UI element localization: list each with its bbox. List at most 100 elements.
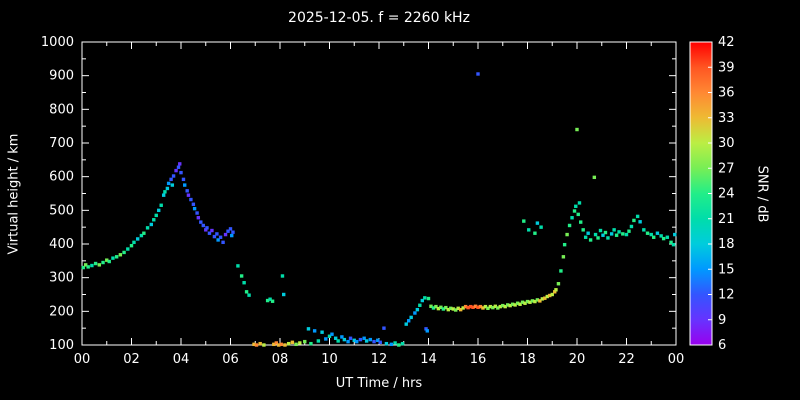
data-point [553,290,557,294]
data-point [515,301,520,305]
data-point [231,230,235,234]
data-point [473,304,478,308]
data-point [655,231,660,235]
data-point [216,238,220,242]
data-point [545,294,549,299]
data-point [527,228,531,232]
data-point [649,232,653,237]
data-point [429,304,433,308]
data-point [548,293,552,298]
data-point [368,337,373,342]
data-point [498,304,502,309]
data-point [105,258,109,262]
data-point [538,299,542,303]
data-point [179,170,183,175]
data-point [86,265,90,269]
data-point [466,305,470,310]
data-point [446,307,450,312]
data-point [298,341,302,345]
data-point [420,298,425,303]
data-point [493,304,498,308]
data-point [159,203,163,207]
data-point [290,340,295,345]
data-point [309,341,313,346]
data-point [629,224,634,229]
data-point [632,218,636,223]
data-point [205,226,209,230]
data-point [169,177,173,182]
colorbar-tick-label: 30 [718,136,735,151]
data-point [378,340,382,345]
data-point [189,197,193,202]
data-point [562,242,567,247]
data-point [333,336,338,340]
data-point [476,72,480,76]
data-point [588,238,593,242]
data-point [645,231,650,235]
data-point [415,307,420,312]
data-point [572,209,577,213]
x-tick-label: 20 [569,352,586,367]
data-point [449,306,453,311]
data-point [258,341,262,346]
data-point [621,232,625,236]
data-point [199,220,203,224]
data-point [81,265,85,270]
x-tick-label: 22 [618,352,635,367]
data-point [221,240,225,245]
data-point [279,342,283,347]
colorbar-tick-label: 15 [718,262,735,277]
data-point [461,306,465,310]
data-point [174,168,178,173]
colorbar-tick-label: 9 [718,313,726,328]
data-point [635,214,640,219]
data-point [581,228,585,232]
data-point [183,183,187,187]
y-tick-label: 400 [49,237,74,252]
data-point [593,232,598,237]
data-point [135,237,140,241]
data-point [638,220,642,224]
data-point [425,329,429,333]
data-point [282,292,286,297]
data-point [444,305,448,310]
y-tick-label: 200 [49,304,74,319]
data-point [122,250,126,255]
data-point [436,306,441,311]
data-point [501,303,505,308]
scatter-points [81,72,677,347]
data-point [342,337,347,342]
x-tick-label: 00 [668,352,685,367]
colorbar-tick-label: 21 [718,212,735,227]
data-point [397,343,401,347]
data-point [413,311,417,315]
data-point [503,304,507,309]
data-point [456,306,460,311]
y-tick-label: 900 [49,69,74,84]
colorbar-tick-label: 33 [718,111,735,126]
colorbar-tick-label: 27 [718,161,735,176]
data-point [239,274,244,278]
x-tick-label: 06 [222,352,239,367]
data-point [577,201,582,205]
data-point [575,127,579,132]
data-point [223,232,228,237]
data-point [661,236,666,241]
data-point [306,327,311,331]
data-point [340,335,344,339]
data-point [152,218,156,222]
data-point [181,177,186,182]
y-tick-label: 100 [49,338,74,353]
data-point [283,343,287,347]
data-point [627,229,631,233]
data-point [324,337,328,341]
data-point [458,307,463,312]
data-point [543,296,547,300]
data-point [486,306,490,311]
y-tick-label: 600 [49,170,74,185]
colorbar-tick-label: 42 [718,35,735,50]
y-tick-label: 300 [49,271,74,286]
data-point [535,298,540,302]
